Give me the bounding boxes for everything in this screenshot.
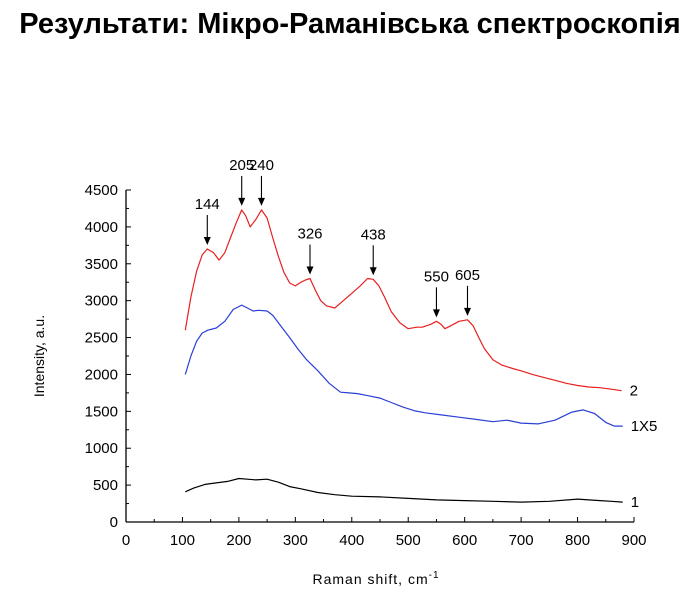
y-tick-label: 3500 xyxy=(85,256,118,273)
series-line-2 xyxy=(184,209,622,392)
y-tick-label: 4500 xyxy=(85,182,118,199)
peak-label-205: 205 xyxy=(229,157,254,174)
peak-label-605: 605 xyxy=(455,267,480,284)
peak-arrow-head xyxy=(432,309,440,318)
x-tick-label: 100 xyxy=(170,532,195,549)
x-axis-title: Raman shift, cm-1 xyxy=(312,570,439,587)
y-axis-title: Intensity, a.u. xyxy=(31,315,47,397)
peak-arrow-head xyxy=(306,266,314,275)
chart-series xyxy=(184,209,623,503)
y-tick-label: 1000 xyxy=(85,440,118,457)
peak-arrow-head xyxy=(203,237,211,246)
peak-label-144: 144 xyxy=(195,196,220,213)
x-tick-label: 700 xyxy=(509,532,534,549)
y-tick-label: 3000 xyxy=(85,293,118,310)
x-tick-label: 600 xyxy=(452,532,477,549)
x-tick-label: 900 xyxy=(621,532,646,549)
peak-label-240: 240 xyxy=(249,157,274,174)
y-tick-label: 500 xyxy=(93,477,118,494)
x-tick-label: 400 xyxy=(339,532,364,549)
slide-title: Результати: Мікро-Раманівська спектроско… xyxy=(19,8,681,40)
series-line-1x5 xyxy=(184,304,623,427)
peak-label-438: 438 xyxy=(361,226,386,243)
series-end-label: 1 xyxy=(631,494,639,511)
series-line-1 xyxy=(185,477,623,503)
peak-arrow-head xyxy=(238,197,246,206)
y-tick-label: 4000 xyxy=(85,219,118,236)
y-tick-label: 1500 xyxy=(85,403,118,420)
peak-arrow-head xyxy=(369,267,377,276)
series-labels: 2 1X5 1 xyxy=(630,383,658,511)
peak-label-550: 550 xyxy=(424,268,449,285)
y-tick-label: 2000 xyxy=(85,366,118,383)
peak-label-326: 326 xyxy=(297,226,322,243)
x-tick-label: 0 xyxy=(122,532,130,549)
peak-arrow-head xyxy=(257,197,265,206)
peak-arrow-head xyxy=(463,307,471,316)
x-tick-label: 200 xyxy=(226,532,251,549)
x-tick-label: 300 xyxy=(283,532,308,549)
x-tick-label: 800 xyxy=(565,532,590,549)
x-tick-label: 500 xyxy=(396,532,421,549)
series-end-label: 1X5 xyxy=(631,418,658,435)
y-tick-label: 0 xyxy=(110,514,118,531)
series-end-label: 2 xyxy=(630,383,638,400)
y-tick-label: 2500 xyxy=(85,330,118,347)
